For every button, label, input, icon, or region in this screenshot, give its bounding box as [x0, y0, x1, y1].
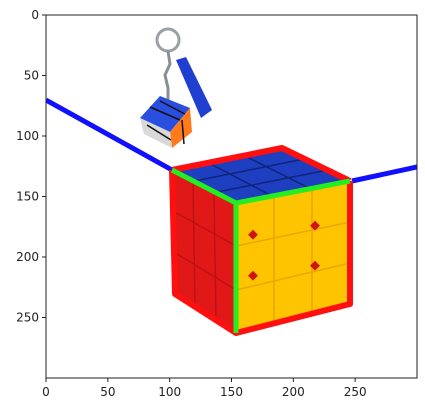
- y-tick-label: 0: [31, 8, 39, 22]
- keychain-icon: [140, 27, 212, 148]
- x-tick-label: 250: [344, 385, 367, 399]
- x-tick-label: 50: [100, 385, 115, 399]
- keychain-cube: [140, 96, 192, 148]
- y-tick-label: 100: [16, 129, 39, 143]
- y-tick-label: 50: [24, 69, 39, 83]
- key-chain: [163, 50, 172, 100]
- horizon-line-right: [351, 164, 417, 184]
- x-tick-label: 0: [42, 385, 50, 399]
- keychain-strap: [176, 57, 212, 118]
- x-tick-label: 200: [282, 385, 305, 399]
- cube-left-face: [172, 170, 236, 333]
- y-tick-label: 150: [16, 190, 39, 204]
- horizon-line-left: [46, 97, 174, 173]
- x-axis: 0 50 100 150 200 250: [42, 378, 367, 399]
- y-tick-label: 250: [16, 311, 39, 325]
- x-tick-label: 100: [158, 385, 181, 399]
- photo-content: [46, 15, 417, 378]
- rubiks-cube: [169, 145, 353, 336]
- y-axis: 0 50 100 150 200 250: [16, 8, 46, 325]
- x-tick-label: 150: [220, 385, 243, 399]
- cube-right-face: [236, 181, 350, 333]
- y-tick-label: 200: [16, 250, 39, 264]
